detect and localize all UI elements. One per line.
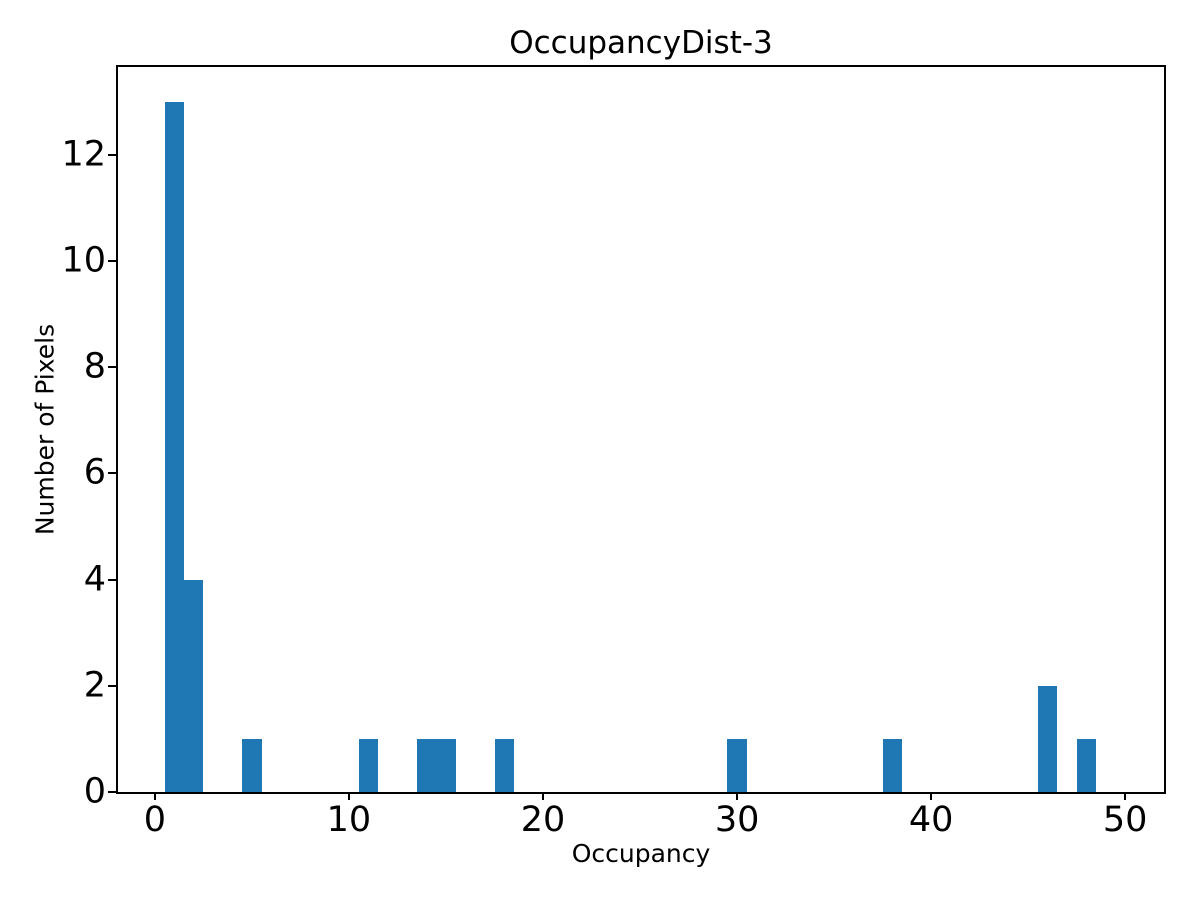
plot-area bbox=[118, 67, 1164, 792]
y-tick-label-0: 0 bbox=[83, 771, 106, 812]
y-tick-label-10: 10 bbox=[61, 240, 106, 281]
x-tick-mark bbox=[930, 792, 933, 800]
x-tick-label-30: 30 bbox=[714, 800, 760, 840]
y-tick-label-2: 2 bbox=[83, 665, 106, 706]
y-tick-mark bbox=[108, 153, 116, 156]
histogram-bar bbox=[164, 101, 184, 792]
y-tick-mark bbox=[108, 366, 116, 369]
y-axis-label: Number of Pixels bbox=[30, 323, 60, 536]
y-tick-label-12: 12 bbox=[61, 134, 106, 175]
y-tick-mark bbox=[108, 578, 116, 581]
histogram-bar bbox=[242, 738, 262, 792]
x-axis-label: Occupancy bbox=[571, 839, 711, 868]
x-tick-mark bbox=[347, 792, 350, 800]
histogram-bar bbox=[1037, 685, 1058, 792]
x-tick-label-50: 50 bbox=[1102, 800, 1148, 840]
x-tick-label-10: 10 bbox=[326, 800, 372, 840]
y-tick-label-8: 8 bbox=[83, 346, 106, 387]
x-tick-label-20: 20 bbox=[520, 800, 566, 840]
y-tick-mark bbox=[108, 259, 116, 262]
histogram-bar bbox=[1076, 738, 1097, 792]
y-tick-mark bbox=[108, 791, 116, 793]
histogram-bar bbox=[727, 738, 747, 792]
chart-title: OccupancyDist-3 bbox=[509, 25, 773, 61]
y-tick-label-6: 6 bbox=[83, 452, 106, 493]
y-tick-label-4: 4 bbox=[83, 559, 106, 599]
histogram-bar bbox=[882, 738, 902, 792]
x-tick-mark bbox=[1124, 792, 1127, 800]
histogram-bar bbox=[436, 738, 456, 792]
histogram-bar bbox=[358, 738, 378, 792]
y-tick-mark bbox=[108, 472, 116, 475]
histogram-bar bbox=[494, 738, 514, 792]
x-tick-mark bbox=[542, 792, 544, 800]
histogram-bar bbox=[416, 738, 437, 792]
x-tick-label-40: 40 bbox=[908, 800, 954, 840]
y-tick-mark bbox=[108, 684, 116, 687]
x-tick-mark bbox=[736, 792, 739, 800]
histogram-bar bbox=[184, 579, 204, 792]
x-tick-mark bbox=[153, 792, 156, 800]
x-tick-label-0: 0 bbox=[143, 800, 167, 840]
